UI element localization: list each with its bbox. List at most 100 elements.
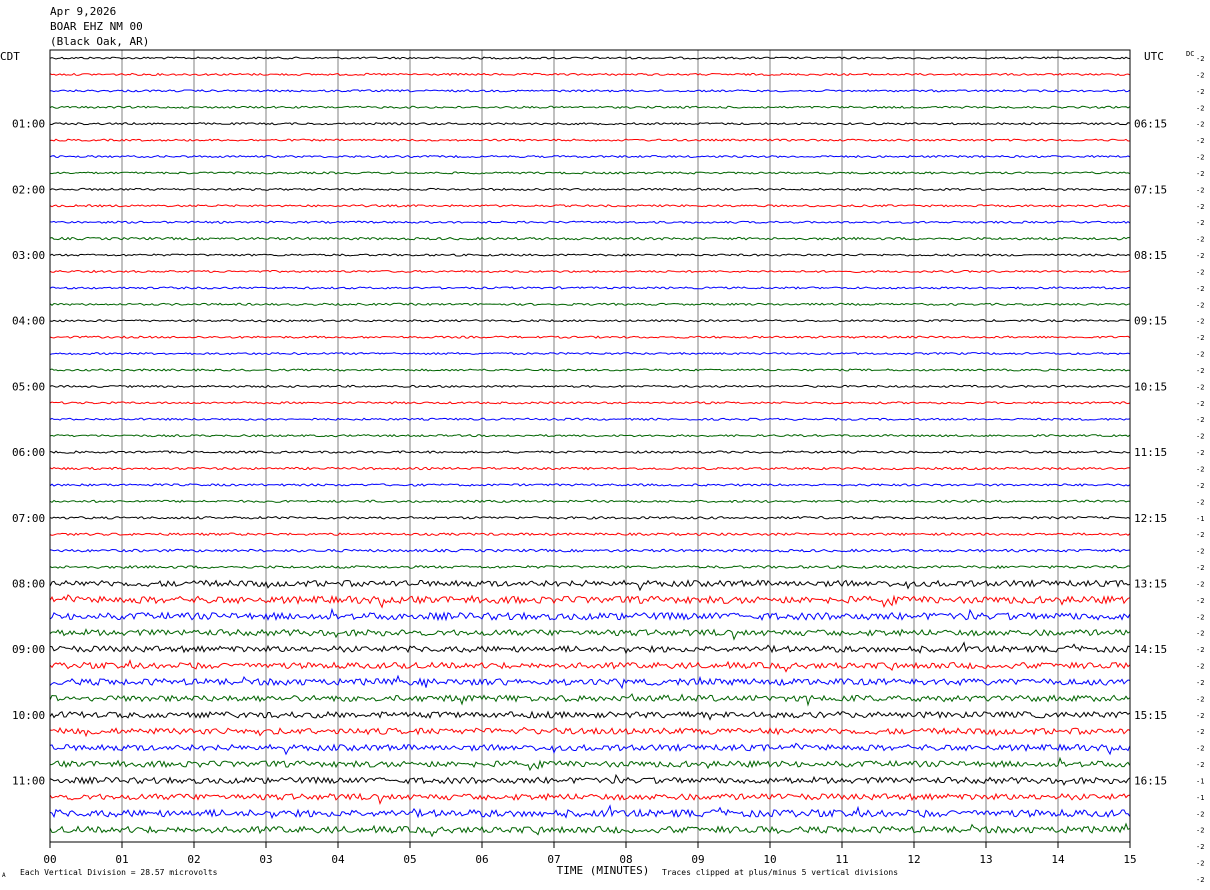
- dc-offset-label: -2: [1196, 876, 1204, 884]
- dc-offset-label: -2: [1196, 482, 1204, 490]
- dc-offset-label: -1: [1196, 794, 1204, 802]
- dc-offset-label: -2: [1196, 203, 1204, 211]
- dc-offset-label: -2: [1196, 433, 1204, 441]
- seismic-trace: [49, 204, 1130, 208]
- dc-offset-label: -1: [1196, 777, 1204, 785]
- trace-group: [49, 56, 1131, 838]
- seismic-trace: [49, 401, 1131, 405]
- x-tick-label: 11: [835, 853, 848, 866]
- seismic-trace: [49, 434, 1131, 438]
- seismic-trace: [49, 122, 1131, 126]
- hour-label-utc: 15:15: [1134, 709, 1167, 722]
- dc-offset-label: -2: [1196, 679, 1204, 687]
- location-label: (Black Oak, AR): [50, 35, 150, 48]
- seismic-trace: [49, 236, 1131, 241]
- hour-label-cdt: 08:00: [12, 577, 45, 590]
- seismic-trace: [49, 253, 1131, 257]
- seismic-trace: [49, 368, 1131, 372]
- x-tick-label: 06: [475, 853, 488, 866]
- seismic-trace: [49, 674, 1131, 690]
- seismic-trace: [49, 269, 1131, 274]
- seismic-trace: [49, 286, 1131, 290]
- x-tick-label: 14: [1051, 853, 1065, 866]
- seismic-trace: [49, 499, 1131, 504]
- seismic-trace: [49, 154, 1131, 159]
- x-tick-label: 01: [115, 853, 128, 866]
- dc-offset-label: -2: [1196, 121, 1204, 129]
- dc-offset-label: -2: [1196, 531, 1204, 539]
- dc-offset-label: -2: [1196, 252, 1204, 260]
- dc-offset-label: -2: [1196, 301, 1204, 309]
- seismic-trace: [49, 515, 1131, 520]
- dc-offset-label: -2: [1196, 728, 1204, 736]
- seismic-trace: [49, 548, 1131, 553]
- dc-offset-label: -2: [1196, 548, 1204, 556]
- seismic-trace: [49, 804, 1131, 820]
- x-tick-label: 02: [187, 853, 200, 866]
- hour-label-cdt: 10:00: [12, 709, 45, 722]
- seismic-trace: [49, 220, 1131, 224]
- date-label: Apr 9,2026: [50, 5, 117, 18]
- dc-offset-label: -2: [1196, 843, 1204, 851]
- hour-label-cdt: 03:00: [12, 249, 45, 262]
- hour-label-cdt: 06:00: [12, 446, 45, 459]
- seismic-trace: [49, 565, 1131, 570]
- hour-label-utc: 12:15: [1134, 512, 1167, 525]
- dc-offset-label: -2: [1196, 564, 1204, 572]
- hour-label-utc: 08:15: [1134, 249, 1167, 262]
- dc-offset-label: -2: [1196, 285, 1204, 293]
- dc-offset-label: -2: [1196, 318, 1204, 326]
- dc-offset-label: -2: [1196, 630, 1204, 638]
- dc-offset-label: -2: [1196, 416, 1204, 424]
- dc-offset-label: -2: [1196, 55, 1204, 63]
- dc-offset-label: -2: [1196, 367, 1204, 375]
- seismic-trace: [49, 171, 1131, 175]
- seismic-trace: [49, 105, 1131, 109]
- right-timezone-label: UTC: [1144, 50, 1164, 63]
- dc-offset-label: -2: [1196, 745, 1204, 753]
- seismic-trace: [49, 187, 1131, 192]
- plot-frame: [49, 49, 1131, 843]
- seismic-trace: [49, 773, 1131, 786]
- seismic-trace: [49, 56, 1131, 60]
- hour-label-cdt: 04:00: [12, 315, 45, 328]
- seismic-trace: [49, 594, 1131, 609]
- dc-offset-label: -2: [1196, 334, 1204, 342]
- x-tick-label: 10: [763, 853, 776, 866]
- seismic-trace: [49, 466, 1131, 471]
- dc-offset-label: -2: [1196, 268, 1204, 276]
- dc-offset-label: -2: [1196, 236, 1204, 244]
- x-tick-label: 05: [403, 853, 416, 866]
- x-tick-label: 04: [331, 853, 345, 866]
- dc-offset-label: -2: [1196, 761, 1204, 769]
- hour-label-utc: 09:15: [1134, 315, 1167, 328]
- seismic-trace: [49, 628, 1131, 641]
- seismic-trace: [49, 319, 1131, 323]
- dc-offset-label: -2: [1196, 186, 1204, 194]
- hour-label-utc: 13:15: [1134, 577, 1167, 590]
- x-tick-label: 03: [259, 853, 272, 866]
- dc-offset-label: -2: [1196, 383, 1204, 391]
- footer-mark: A: [2, 872, 6, 879]
- seismic-trace: [49, 72, 1131, 77]
- seismic-trace: [49, 302, 1131, 306]
- dc-label: DC: [1186, 50, 1194, 58]
- x-tick-label: 08: [619, 853, 632, 866]
- seismic-trace: [49, 659, 1131, 673]
- hour-label-utc: 11:15: [1134, 446, 1167, 459]
- dc-offset-label: -2: [1196, 170, 1204, 178]
- hour-label-utc: 14:15: [1134, 643, 1167, 656]
- x-tick-label: 15: [1123, 853, 1136, 866]
- seismic-trace: [49, 483, 1131, 487]
- dc-offset-label: -2: [1196, 597, 1204, 605]
- seismic-trace: [49, 710, 1131, 721]
- x-tick-label: 09: [691, 853, 704, 866]
- hour-label-utc: 16:15: [1134, 774, 1167, 787]
- dc-offset-label: -2: [1196, 646, 1204, 654]
- clip-note: Traces clipped at plus/minus 5 vertical …: [662, 868, 898, 877]
- dc-offset-label: -2: [1196, 219, 1204, 227]
- dc-offset-label: -2: [1196, 613, 1204, 621]
- dc-offset-label: -2: [1196, 154, 1204, 162]
- dc-offset-label: -2: [1196, 712, 1204, 720]
